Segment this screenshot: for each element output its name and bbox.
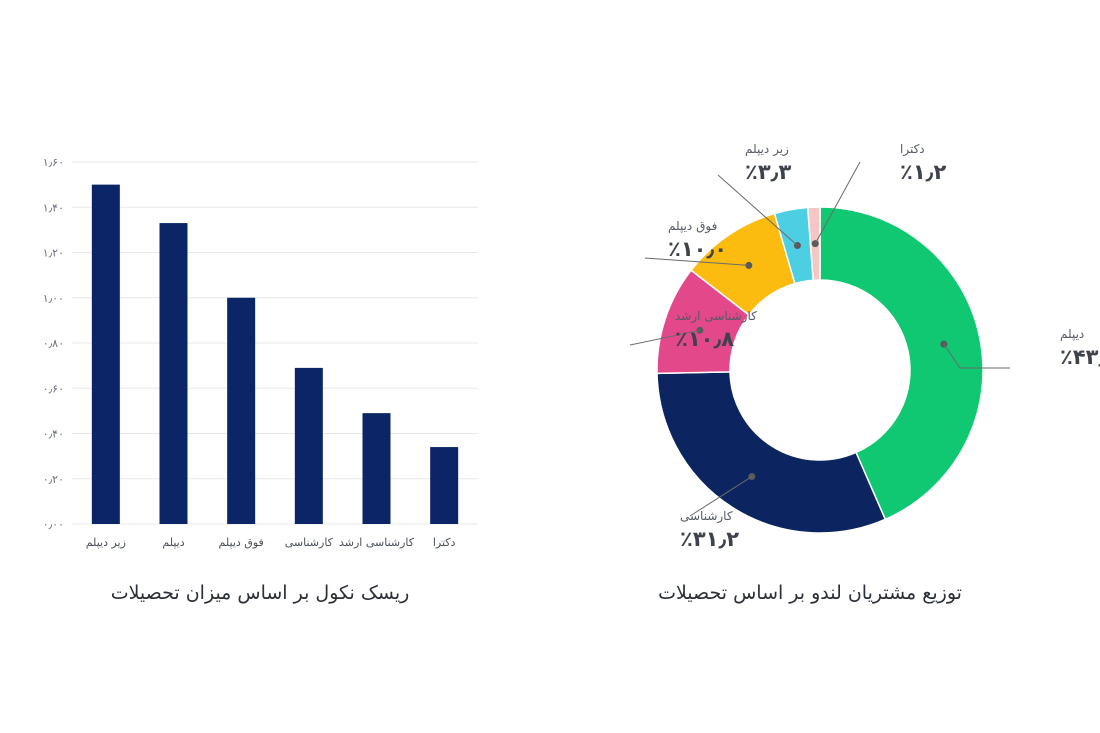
donut-chart xyxy=(656,206,984,534)
donut-chart-title: توزیع مشتریان لندو بر اساس تحصیلات xyxy=(658,582,962,604)
slice-value: ٪۳۱٫۲ xyxy=(680,527,739,551)
bar xyxy=(430,447,459,524)
leader-line xyxy=(814,161,861,244)
donut-slice xyxy=(656,371,887,534)
bar xyxy=(362,413,391,524)
x-tick-label: کارشناسی xyxy=(285,536,334,549)
bar xyxy=(91,184,120,524)
leader-line xyxy=(943,343,1010,369)
donut-slice xyxy=(819,206,984,521)
x-axis-labels: زیر دیپلم دیپلم فوق دیپلم کارشناسی کارشناسی … xyxy=(86,536,456,549)
y-axis-ticks: ۰٫۰۰ ۰٫۲۰ ۰٫۴۰ ۰٫۶۰ ۰٫۸۰ ۱٫۰۰ ۱٫۲۰ ۱٫۴۰ ۱٫۶۰ xyxy=(43,156,64,531)
bar xyxy=(294,367,323,524)
slice-value: ٪۴۳٫۴ xyxy=(1060,345,1100,369)
slice-value: ٪۳٫۳ xyxy=(745,160,791,184)
slice-label: دیپلم xyxy=(1060,327,1084,341)
x-tick-label: زیر دیپلم xyxy=(86,536,126,549)
y-tick-label: ۱٫۴۰ xyxy=(43,201,64,214)
bar xyxy=(159,223,188,524)
x-tick-label: کارشناسی ارشد xyxy=(339,536,415,549)
y-tick-label: ۱٫۰۰ xyxy=(43,292,64,305)
x-tick-label: دکترا xyxy=(433,536,456,549)
bar xyxy=(227,297,256,524)
y-tick-label: ۰٫۸۰ xyxy=(43,337,64,350)
x-tick-label: فوق دیپلم xyxy=(219,536,264,549)
y-tick-label: ۱٫۲۰ xyxy=(43,247,64,260)
y-tick-label: ۰٫۶۰ xyxy=(43,382,64,395)
slice-label: کارشناسی ارشد xyxy=(675,309,757,324)
slice-value: ٪۱٫۲ xyxy=(900,160,946,184)
slice-label: دکترا xyxy=(900,142,925,157)
slice-value: ٪۱۰٫۸ xyxy=(675,327,734,351)
leader-line xyxy=(644,257,749,266)
slice-value: ٪۱۰٫۰ xyxy=(668,237,727,261)
y-tick-label: ۰٫۰۰ xyxy=(43,518,64,531)
y-tick-label: ۱٫۶۰ xyxy=(43,156,64,169)
donut-labels: دیپلم ٪۴۳٫۴ کارشناسی ٪۳۱٫۲ کارشناسی ارشد ٪۱۰٫… xyxy=(629,142,1100,551)
slice-label: کارشناسی xyxy=(680,509,733,524)
leader-line xyxy=(629,329,700,346)
leader-line xyxy=(689,476,753,517)
y-tick-label: ۰٫۴۰ xyxy=(43,428,64,441)
x-tick-label: دیپلم xyxy=(162,536,184,549)
slice-label: فوق دیپلم xyxy=(668,219,717,234)
slice-label: زیر دیپلم xyxy=(745,142,789,157)
y-tick-label: ۰٫۲۰ xyxy=(43,473,64,486)
bar-grid xyxy=(72,161,478,525)
bar-series xyxy=(91,184,459,524)
leader-line xyxy=(717,174,798,246)
bar-chart-title: ریسک نکول بر اساس میزان تحصیلات xyxy=(110,582,410,604)
